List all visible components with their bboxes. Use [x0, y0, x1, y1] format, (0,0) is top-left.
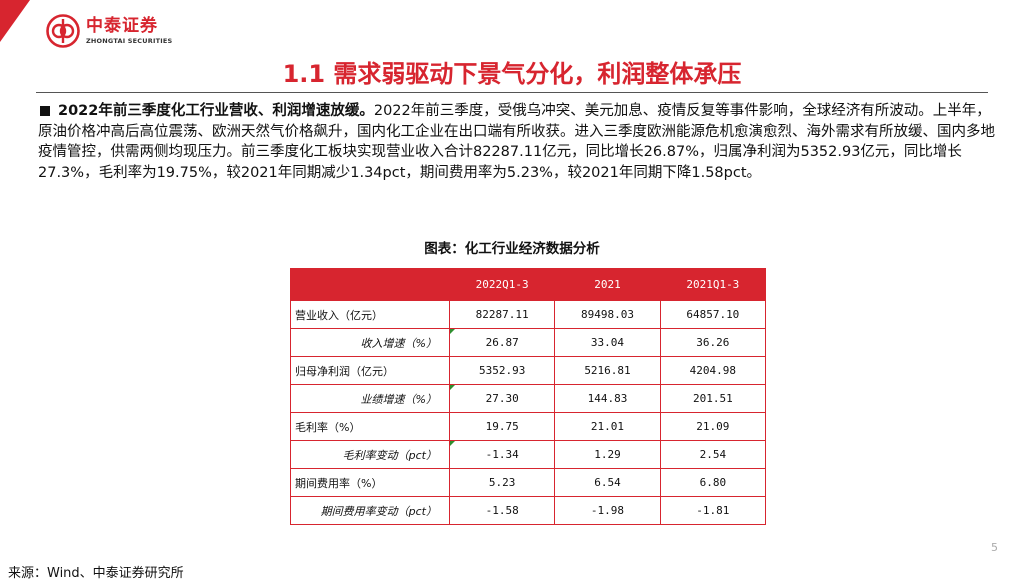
- summary-lead: 2022年前三季度化工行业营收、利润增速放缓。: [58, 103, 374, 119]
- row-label: 业绩增速（%）: [290, 384, 450, 413]
- table-row: 业绩增速（%） 27.30 144.83 201.51: [290, 384, 767, 413]
- table-cell: 1.29: [554, 440, 661, 469]
- table-row: 期间费用率（%） 5.23 6.54 6.80: [290, 468, 767, 497]
- table-cell: -1.81: [659, 496, 767, 525]
- summary-body: 2022年前三季度，受俄乌冲突、美元加息、疫情反复等事件影响，全球经济有所波动。…: [38, 103, 995, 181]
- table-cell: 82287.11: [448, 300, 556, 329]
- table-cell: 19.75: [448, 412, 556, 441]
- table-cell: 201.51: [659, 384, 767, 413]
- row-label: 毛利率（%）: [290, 412, 450, 441]
- table-row: 毛利率（%） 19.75 21.01 21.09: [290, 412, 767, 441]
- table-cell: -1.98: [554, 496, 661, 525]
- table-cell: 5216.81: [554, 356, 661, 385]
- zhongtai-logo-icon: [46, 14, 80, 48]
- table-caption: 图表：化工行业经济数据分析: [424, 241, 600, 257]
- table-row: 收入增速（%） 26.87 33.04 36.26: [290, 328, 767, 357]
- table-header-cell: 2021Q1-3: [659, 268, 767, 301]
- table-cell: -1.58: [448, 496, 556, 525]
- table-cell: 6.54: [554, 468, 661, 497]
- table-cell: 6.80: [659, 468, 767, 497]
- table-cell: 33.04: [554, 328, 661, 357]
- table-row: 期间费用率变动（pct） -1.58 -1.98 -1.81: [290, 496, 767, 525]
- table-cell: 26.87: [448, 328, 556, 357]
- row-label: 期间费用率变动（pct）: [290, 496, 450, 525]
- table-cell: 144.83: [554, 384, 661, 413]
- table-cell: 4204.98: [659, 356, 767, 385]
- table-row: 营业收入（亿元） 82287.11 89498.03 64857.10: [290, 300, 767, 329]
- table-cell: 64857.10: [659, 300, 767, 329]
- row-label: 营业收入（亿元）: [290, 300, 450, 329]
- table-header-row: 2022Q1-3 2021 2021Q1-3: [290, 268, 767, 301]
- table-row: 归母净利润（亿元） 5352.93 5216.81 4204.98: [290, 356, 767, 385]
- table-cell: 5352.93: [448, 356, 556, 385]
- table-cell: 36.26: [659, 328, 767, 357]
- table-header-cell: [290, 268, 450, 301]
- table-cell: 27.30: [448, 384, 556, 413]
- table-header-cell: 2021: [554, 268, 661, 301]
- brand-name-cn: 中泰证券: [86, 15, 158, 36]
- page-number: 5: [991, 541, 998, 554]
- table-cell: 21.01: [554, 412, 661, 441]
- table-row: 毛利率变动（pct） -1.34 1.29 2.54: [290, 440, 767, 469]
- source-note: 来源：Wind、中泰证券研究所: [8, 566, 184, 581]
- table-cell: 89498.03: [554, 300, 661, 329]
- table-cell: 5.23: [448, 468, 556, 497]
- brand-name-en: ZHONGTAI SECURITIES: [86, 36, 173, 45]
- square-bullet-icon: [40, 105, 50, 116]
- title-divider: [36, 92, 988, 93]
- data-table: 2022Q1-3 2021 2021Q1-3 营业收入（亿元） 82287.11…: [290, 268, 767, 525]
- table-header-cell: 2022Q1-3: [448, 268, 556, 301]
- table-cell: -1.34: [448, 440, 556, 469]
- table-cell: 2.54: [659, 440, 767, 469]
- summary-paragraph: 2022年前三季度化工行业营收、利润增速放缓。2022年前三季度，受俄乌冲突、美…: [38, 101, 998, 183]
- brand-logo: 中泰证券 ZHONGTAI SECURITIES: [46, 14, 172, 48]
- row-label: 收入增速（%）: [290, 328, 450, 357]
- row-label: 期间费用率（%）: [290, 468, 450, 497]
- row-label: 毛利率变动（pct）: [290, 440, 450, 469]
- page-title: 1.1 需求弱驱动下景气分化，利润整体承压: [282, 60, 742, 88]
- corner-decoration: [0, 0, 30, 42]
- table-cell: 21.09: [659, 412, 767, 441]
- row-label: 归母净利润（亿元）: [290, 356, 450, 385]
